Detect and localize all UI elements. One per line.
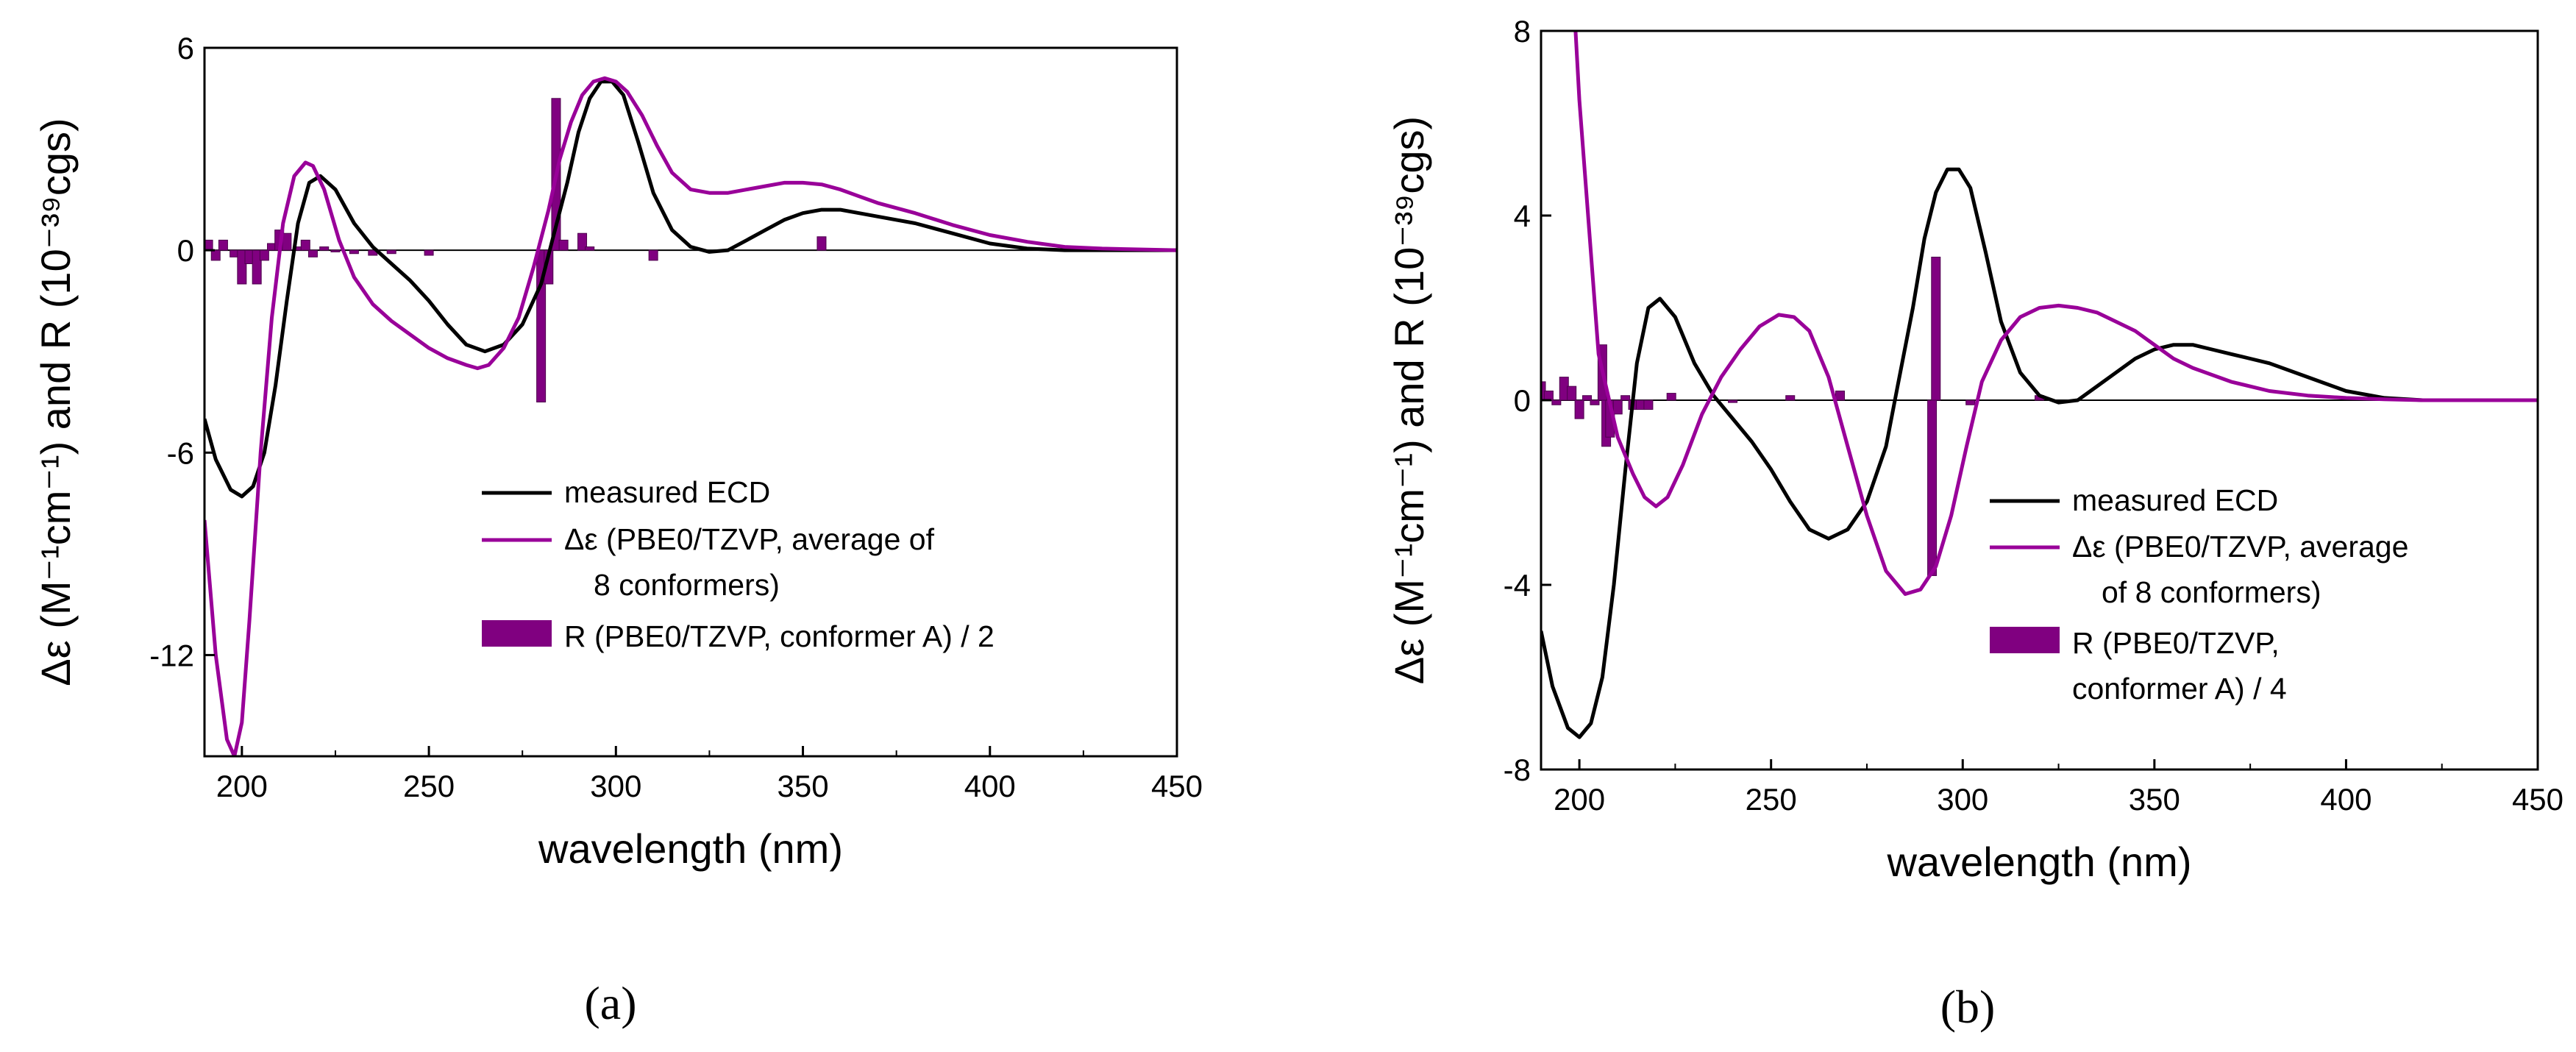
- panel-b-x-tick-label: 400: [2320, 782, 2372, 817]
- panel-a-bar: [252, 249, 262, 285]
- panel-b-bar: [1785, 395, 1796, 401]
- panel-a-y-tick-label: -12: [149, 638, 194, 672]
- panel-b-y-tick-label: -8: [1504, 753, 1531, 787]
- panel-b-x-tick-label: 250: [1746, 782, 1797, 817]
- panel-a-legend-label: R (PBE0/TZVP, conformer A) / 2: [564, 619, 995, 653]
- panel-b-legend-label: R (PBE0/TZVP,: [2072, 626, 2280, 660]
- panel-b-y-tick-label: 8: [1514, 14, 1531, 49]
- panel-b-x-tick-label: 450: [2512, 782, 2563, 817]
- panel-b-bar: [1543, 390, 1554, 401]
- panel-a-plot-frame: [203, 46, 1178, 758]
- panel-b-bar: [1620, 395, 1631, 401]
- panel-b-bar: [1582, 395, 1593, 401]
- panel-a-calc-line: [204, 76, 1177, 756]
- panel-a-bar: [237, 249, 247, 285]
- panel-b-chart: 200 250 300 350 400 450 -8 -4 0 4 8 wavelength (nm)…: [1386, 14, 2563, 1033]
- panel-a-bar: [330, 249, 341, 252]
- panel-a-x-tick-label: 200: [216, 769, 268, 803]
- panel-a-x-tick-label: 400: [964, 769, 1016, 803]
- panel-b-y-tick-label: -4: [1504, 568, 1531, 603]
- panel-a-bar: [307, 249, 318, 257]
- panel-a-y-tick-label: 0: [177, 233, 194, 268]
- panel-b-x-tick-label: 200: [1554, 782, 1605, 817]
- panel-a-x-axis-title: wavelength (nm): [538, 825, 843, 872]
- panel-b-legend-swatch: [1990, 627, 2060, 653]
- panel-a-legend-label: measured ECD: [564, 475, 770, 509]
- panel-b-x-axis-title: wavelength (nm): [1887, 839, 2192, 885]
- panel-b-bar: [1931, 256, 1941, 401]
- panel-b-label: (b): [1940, 981, 1996, 1033]
- panel-a-legend-swatch: [482, 620, 552, 647]
- panel-b-bar: [1551, 399, 1562, 405]
- panel-b-bar: [1643, 399, 1654, 411]
- panel-a-y-tick-label: 6: [177, 31, 194, 65]
- panel-b-measured-ecd-line: [1541, 167, 2538, 739]
- panel-a-bar: [577, 232, 588, 251]
- panel-a-bar: [558, 239, 569, 251]
- panel-a-bar: [210, 249, 221, 261]
- panel-b-calc-line: [1573, 31, 2538, 596]
- panel-a-y-tick-label: -6: [167, 436, 194, 470]
- panel-a-bar: [218, 239, 228, 251]
- panel-a-bar: [349, 249, 359, 255]
- panel-a-bar: [282, 232, 292, 251]
- panel-a-bar: [319, 246, 330, 251]
- panel-a-legend-label: 8 conformers): [594, 568, 780, 602]
- panel-a-bar: [816, 236, 827, 251]
- panel-a-x-tick-label: 450: [1151, 769, 1203, 803]
- panel-a-y-axis-title: Δε (M⁻¹cm⁻¹) and R (10⁻³⁹cgs): [32, 118, 79, 686]
- panel-b-legend: measured ECD Δε (PBE0/TZVP, average of 8 c…: [1990, 483, 2408, 706]
- panel-b-y-tick-label: 4: [1514, 199, 1531, 233]
- panel-a-x-tick-label: 250: [403, 769, 455, 803]
- panel-a-bar: [259, 249, 269, 261]
- panel-b-bar: [1728, 399, 1738, 403]
- panel-b-x-tick-label: 300: [1937, 782, 1988, 817]
- panel-a-bar: [386, 249, 396, 255]
- panel-b-legend-label: Δε (PBE0/TZVP, average: [2072, 530, 2408, 564]
- panel-a-bar: [585, 246, 595, 251]
- panel-a-x-tick-label: 300: [590, 769, 641, 803]
- panel-b-bar: [1574, 399, 1584, 419]
- panel-a-x-tick-label: 350: [777, 769, 828, 803]
- panel-a-legend-label: Δε (PBE0/TZVP, average of: [564, 522, 935, 556]
- panel-a-chart: 200 250 300 350 400 450 -12 -6 0 6 wavelength (nm)…: [32, 31, 1203, 1029]
- panel-b-bar: [1590, 399, 1600, 405]
- panel-b-legend-label: of 8 conformers): [2102, 575, 2321, 609]
- panel-b-bar: [1567, 385, 1577, 401]
- panel-b-bar: [1666, 393, 1676, 401]
- panel-a-bar: [648, 249, 658, 261]
- panel-b-y-axis-title: Δε (M⁻¹cm⁻¹) and R (10⁻³⁹cgs): [1386, 116, 1432, 684]
- panel-b-bar: [1612, 399, 1623, 415]
- panel-b-legend-label: measured ECD: [2072, 483, 2278, 517]
- panel-a-label: (a): [584, 977, 636, 1029]
- panel-b-x-tick-label: 350: [2129, 782, 2180, 817]
- panel-a-bar: [424, 249, 434, 256]
- panel-a-measured-ecd-line: [204, 79, 1177, 499]
- panel-b-legend-label: conformer A) / 4: [2072, 672, 2287, 706]
- panel-b-bar: [1927, 399, 1938, 576]
- panel-b-y-tick-label: 0: [1514, 383, 1531, 418]
- panel-b-bar: [1835, 390, 1845, 401]
- panel-a-legend: measured ECD Δε (PBE0/TZVP, average of 8 c…: [482, 475, 995, 653]
- panel-a-bar: [300, 239, 310, 251]
- panel-b-bar: [1965, 399, 1976, 405]
